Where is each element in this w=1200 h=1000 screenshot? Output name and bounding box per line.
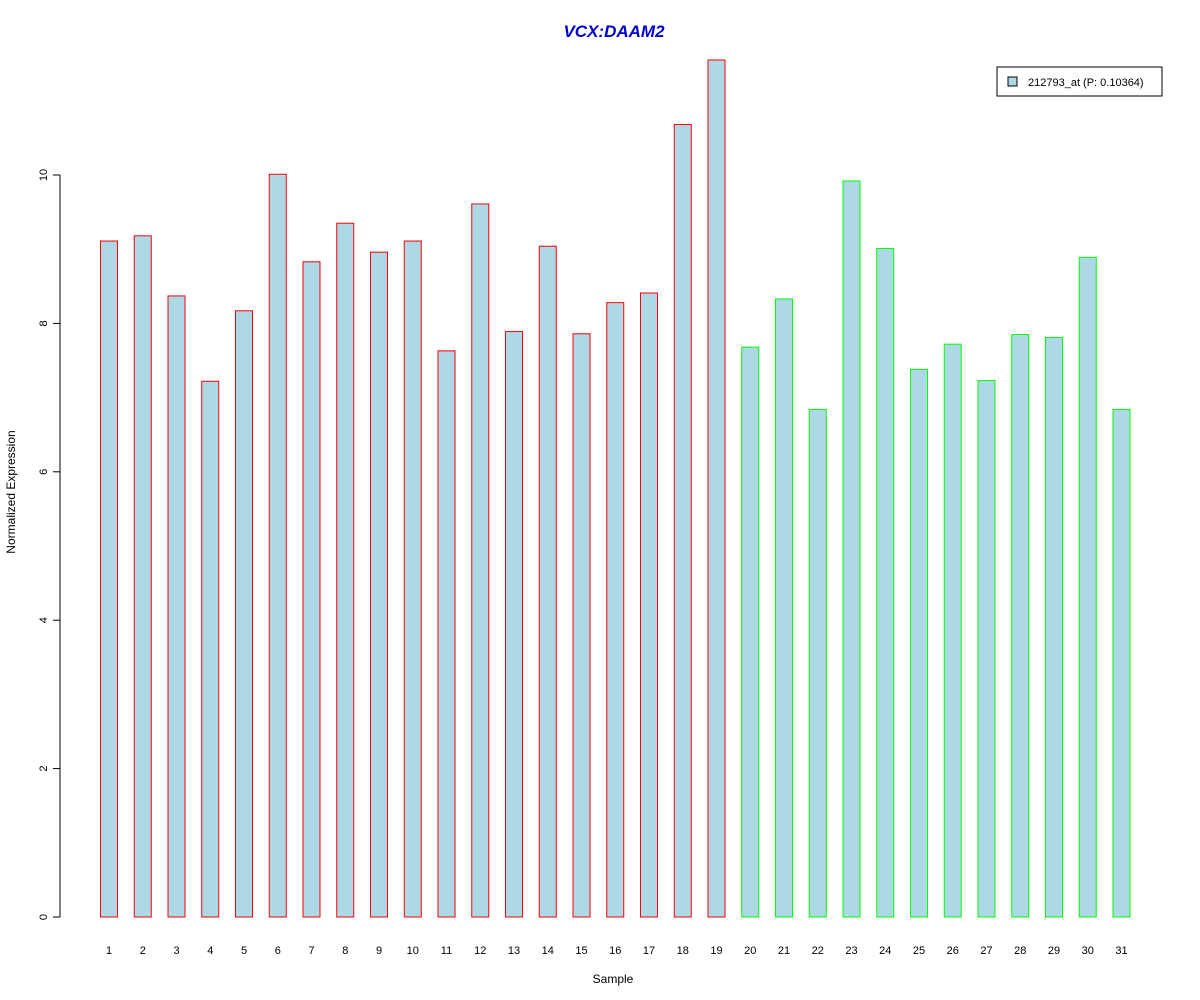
x-tick-label: 24 xyxy=(879,945,891,957)
x-tick-label: 7 xyxy=(308,945,314,957)
legend-swatch xyxy=(1007,76,1018,87)
y-tick-label: 10 xyxy=(38,169,50,181)
bar-sample-2 xyxy=(133,235,152,918)
x-tick-label: 2 xyxy=(140,945,146,957)
bars-group xyxy=(100,59,1131,918)
bar-sample-8 xyxy=(336,222,355,918)
y-axis: 0 2 4 6 8 10 xyxy=(38,169,61,920)
x-axis-label: Sample xyxy=(593,972,634,986)
bar-sample-10 xyxy=(403,240,422,918)
x-tick-label: 12 xyxy=(474,945,486,957)
x-tick-label: 9 xyxy=(376,945,382,957)
bar-sample-11 xyxy=(437,350,456,918)
bar-sample-29 xyxy=(1045,336,1063,918)
bar-sample-30 xyxy=(1078,256,1097,918)
x-tick-label: 19 xyxy=(710,945,722,957)
x-tick-label: 21 xyxy=(778,945,790,957)
x-tick-label: 17 xyxy=(643,945,655,957)
y-tick-label: 2 xyxy=(38,766,50,772)
bar-sample-15 xyxy=(572,333,591,918)
bar-sample-12 xyxy=(471,203,490,918)
bar-sample-25 xyxy=(910,368,928,918)
legend-entry-label: 212793_at (P: 0.10364) xyxy=(1028,77,1144,89)
bar-sample-17 xyxy=(640,292,658,918)
x-tick-label: 22 xyxy=(812,945,824,957)
bar-sample-14 xyxy=(538,245,557,918)
bar-sample-3 xyxy=(167,295,186,918)
bar-sample-21 xyxy=(775,298,793,918)
bar-sample-7 xyxy=(302,261,321,918)
x-tick-label: 10 xyxy=(407,945,419,957)
x-tick-label: 1 xyxy=(106,945,112,957)
x-tick-label: 23 xyxy=(845,945,857,957)
x-tick-label: 16 xyxy=(609,945,621,957)
x-tick-label: 20 xyxy=(744,945,756,957)
bar-sample-31 xyxy=(1112,408,1131,918)
x-tick-label: 26 xyxy=(947,945,959,957)
x-tick-label: 31 xyxy=(1115,945,1127,957)
x-tick-label: 11 xyxy=(441,945,452,957)
x-tick-label: 6 xyxy=(275,945,281,957)
y-tick-label: 6 xyxy=(38,469,50,475)
y-tick-label: 8 xyxy=(38,320,50,326)
bar-sample-26 xyxy=(943,343,962,918)
bar-sample-19 xyxy=(707,59,726,918)
bar-sample-5 xyxy=(235,310,253,918)
x-tick-label: 27 xyxy=(980,945,992,957)
x-tick-label: 4 xyxy=(207,945,213,957)
x-tick-label: 30 xyxy=(1082,945,1094,957)
legend: 212793_at (P: 0.10364) xyxy=(996,66,1163,97)
bar-sample-20 xyxy=(741,346,760,918)
y-axis-label: Normalized Expression xyxy=(4,430,18,553)
bar-sample-9 xyxy=(370,251,388,918)
x-tick-label: 25 xyxy=(913,945,925,957)
x-tick-label: 14 xyxy=(542,945,554,957)
bar-sample-28 xyxy=(1011,334,1030,918)
x-tick-label: 8 xyxy=(342,945,348,957)
bar-sample-27 xyxy=(977,380,996,918)
x-tick-label: 29 xyxy=(1048,945,1060,957)
chart-title: VCX:DAAM2 xyxy=(563,22,665,41)
legend-box xyxy=(996,66,1163,97)
x-tick-label: 15 xyxy=(575,945,587,957)
y-tick-label: 0 xyxy=(38,914,50,920)
x-tick-label: 13 xyxy=(508,945,520,957)
bar-sample-1 xyxy=(100,240,118,918)
bar-sample-23 xyxy=(842,180,861,918)
x-tick-label: 18 xyxy=(677,945,689,957)
bar-sample-16 xyxy=(606,302,625,918)
y-tick-label: 4 xyxy=(38,617,50,623)
bar-sample-22 xyxy=(808,408,827,918)
x-tick-labels: 1 2 3 4 5 6 7 8 9 10 11 12 13 14 15 16 17 18 19 20 21 22 23 24 2… xyxy=(106,945,1128,957)
bar-sample-6 xyxy=(268,173,287,918)
bar-sample-4 xyxy=(201,380,220,918)
bar-sample-13 xyxy=(505,331,523,918)
x-tick-label: 5 xyxy=(241,945,247,957)
bar-sample-24 xyxy=(876,247,895,918)
bar-sample-18 xyxy=(673,124,692,918)
x-tick-label: 28 xyxy=(1014,945,1026,957)
x-tick-label: 3 xyxy=(173,945,179,957)
